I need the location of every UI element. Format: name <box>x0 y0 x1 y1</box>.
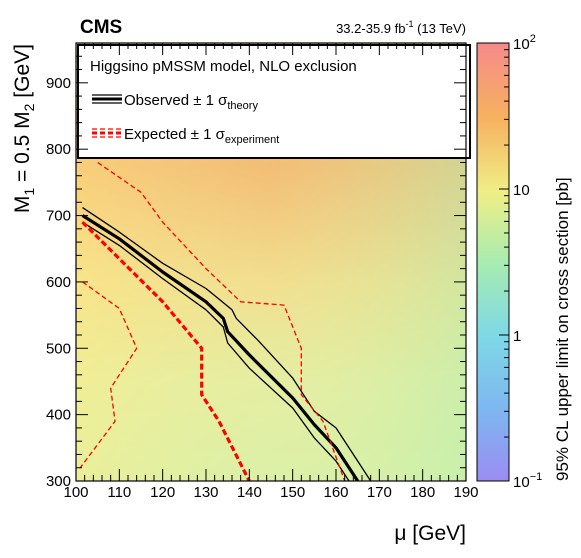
x-tick-label: 140 <box>237 484 262 501</box>
y-tick-label: 300 <box>46 473 71 490</box>
lumi-label: 33.2-35.9 fb-1 (13 TeV) <box>336 19 466 36</box>
y-tick-label: 900 <box>46 75 71 92</box>
legend-box <box>77 44 471 159</box>
colorbar: 10−1 1 10 102 95% CL upper limit on cross s… <box>476 33 572 491</box>
x-tick-label: 110 <box>107 484 131 501</box>
legend-observed-label: Observed ± 1 σtheory <box>124 92 258 112</box>
y-axis-ticks: 300 400 500 600 700 800 900 <box>46 42 466 490</box>
x-tick-label: 190 <box>453 484 478 501</box>
x-tick-label: 100 <box>63 484 88 501</box>
exclusion-contours <box>79 161 372 481</box>
colorbar-tick-label: 102 <box>513 33 536 53</box>
colorbar-title: 95% CL upper limit on cross section [pb] <box>553 177 572 481</box>
colorbar-tick-label: 10 <box>513 182 530 199</box>
x-tick-label: 150 <box>280 484 305 501</box>
x-tick-label: 130 <box>193 484 218 501</box>
contour-expected <box>81 221 251 481</box>
plot-frame <box>75 42 467 482</box>
legend-title: Higgsino pMSSM model, NLO exclusion <box>90 58 357 75</box>
y-tick-label: 500 <box>46 340 71 357</box>
y-tick-label: 800 <box>46 141 71 158</box>
contour-expected-minus-left <box>79 281 138 469</box>
x-tick-label: 120 <box>150 484 175 501</box>
cms-label: CMS <box>80 17 122 38</box>
contour-observed-plus <box>82 207 372 481</box>
x-axis-ticks: 100 110 120 130 140 150 160 170 180 190 <box>63 43 479 501</box>
colorbar-tick-label: 1 <box>513 328 521 345</box>
y-axis-title: M1 = 0.5 M2 [GeV] <box>11 44 37 213</box>
colorbar-ticks: 10−1 1 10 102 <box>499 33 542 491</box>
contour-expected-plus <box>97 161 346 481</box>
x-tick-label: 160 <box>323 484 348 501</box>
legend: Higgsino pMSSM model, NLO exclusion Obse… <box>77 44 471 159</box>
colorbar-fill <box>476 42 510 482</box>
legend-expected-label: Expected ± 1 σexperiment <box>124 126 279 146</box>
x-tick-label: 170 <box>367 484 392 501</box>
x-axis-title: μ [GeV] <box>394 522 466 545</box>
y-tick-label: 600 <box>46 274 71 291</box>
contour-observed <box>81 214 360 481</box>
y-tick-label: 700 <box>46 208 71 225</box>
x-tick-label: 180 <box>410 484 435 501</box>
colorbar-tick-label: 10−1 <box>513 471 542 491</box>
y-tick-label: 400 <box>46 407 71 424</box>
contour-observed-minus <box>82 221 350 481</box>
